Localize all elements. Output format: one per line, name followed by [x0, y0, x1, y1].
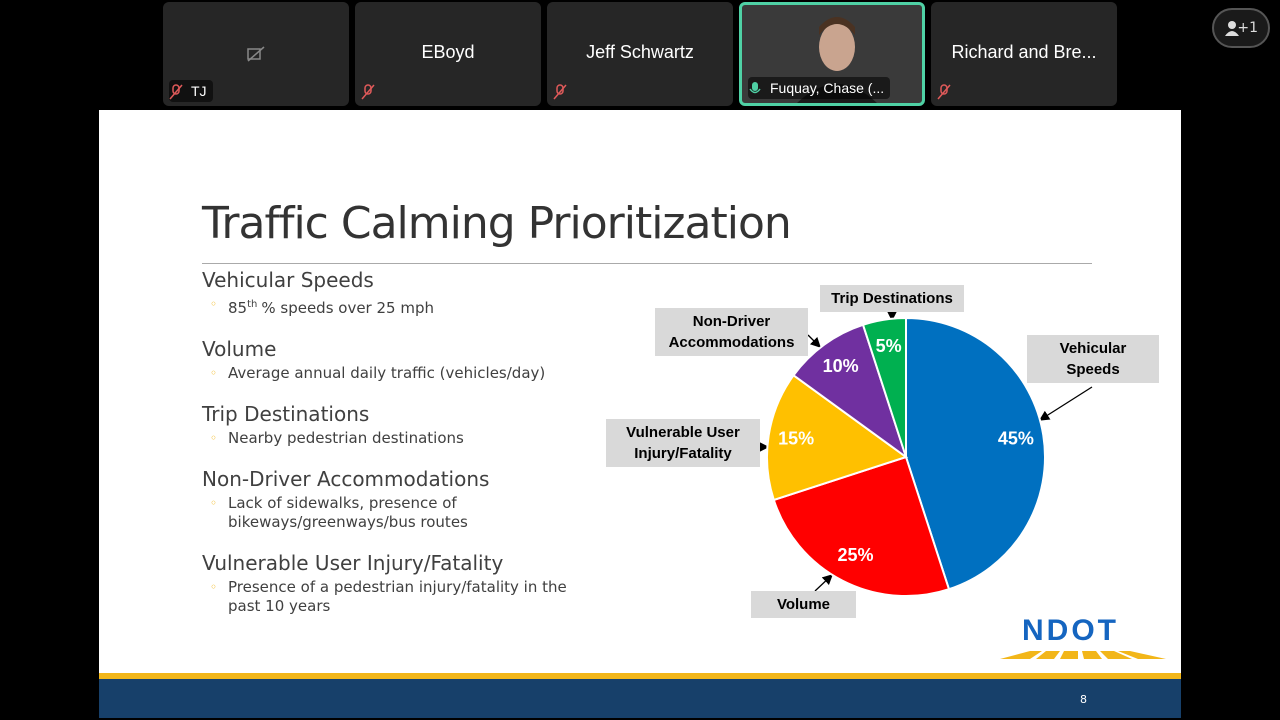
- badge-text: +1: [1237, 20, 1258, 36]
- pie: 45% 25% 15% 10% 5%: [766, 316, 1046, 597]
- participant-name: Richard and Bre...: [951, 42, 1097, 62]
- bullet-marker: ◦: [210, 496, 218, 510]
- pie-slice: [792, 323, 908, 460]
- category-label: Trip Destinations: [820, 285, 964, 312]
- pie-slice: [861, 316, 907, 458]
- participant-name: Fuquay, Chase (...: [748, 77, 891, 99]
- detail-text: past 10 years: [228, 597, 331, 615]
- detail-prefix: 85: [228, 299, 248, 317]
- value-label: 5%: [876, 336, 902, 356]
- logo: NDOT: [1022, 614, 1119, 647]
- bullet: Trip Destinations ◦ Nearby pedestrian dest…: [202, 400, 602, 448]
- participant-tile[interactable]: TJ: [163, 2, 349, 106]
- page-number: 8: [1080, 693, 1087, 706]
- category-label: Vehicular Speeds: [1027, 335, 1159, 383]
- camera-off-icon: [247, 46, 265, 62]
- title-rule: [202, 263, 1092, 264]
- bullet: Vehicular Speeds ◦ 85th% speeds over 25 mp…: [202, 266, 602, 318]
- detail-text: bikeways/greenways/bus routes: [228, 513, 468, 531]
- footer-bar: [99, 679, 1181, 718]
- bullet-detail: ◦ Lack of sidewalks, presence of: [202, 494, 602, 513]
- detail-text: Nearby pedestrian destinations: [228, 429, 464, 447]
- pie-slice: [766, 373, 909, 502]
- participant-name: TJ: [169, 80, 213, 102]
- bullet-heading: Vehicular Speeds: [202, 268, 374, 292]
- slide-title: Traffic Calming Prioritization: [202, 198, 792, 249]
- bullet-list: Vehicular Speeds ◦ 85th% speeds over 25 mp…: [202, 266, 602, 633]
- person-icon: [1225, 21, 1239, 36]
- category-label: Vulnerable User Injury/Fatality: [606, 419, 760, 467]
- participant-tile-active[interactable]: Fuquay, Chase (...: [739, 2, 925, 106]
- bullet-heading: Volume: [202, 337, 277, 361]
- bullet-detail: ◦ Average annual daily traffic (vehicles/…: [202, 364, 602, 383]
- muted-icon: [169, 84, 183, 100]
- pie-slice: [905, 316, 1046, 591]
- bullet-heading: Vulnerable User Injury/Fatality: [202, 551, 504, 575]
- participant-name: Jeff Schwartz: [586, 42, 694, 62]
- value-label: 15%: [778, 428, 814, 448]
- bullet-marker: ◦: [210, 431, 218, 445]
- participant-tile[interactable]: Jeff Schwartz: [547, 2, 733, 106]
- category-label: Non-Driver Accommodations: [655, 308, 808, 356]
- bullet-detail: past 10 years: [202, 597, 602, 616]
- muted-icon: [937, 84, 951, 100]
- bullet: Vulnerable User Injury/Fatality ◦ Presence…: [202, 549, 602, 616]
- detail-superscript: th: [247, 299, 258, 310]
- detail-text: Presence of a pedestrian injury/fatality…: [228, 578, 567, 596]
- detail-text: Average annual daily traffic (vehicles/d…: [228, 364, 546, 382]
- bullet-marker: ◦: [210, 580, 218, 594]
- participant-tile[interactable]: Richard and Bre...: [931, 2, 1117, 106]
- bullet: Volume ◦ Average annual daily traffic (veh…: [202, 335, 602, 383]
- detail-text: Lack of sidewalks, presence of: [228, 494, 457, 512]
- value-label: 45%: [998, 428, 1034, 448]
- mic-icon: [749, 82, 761, 94]
- bullet-heading: Non-Driver Accommodations: [202, 467, 490, 491]
- participant-name: EBoyd: [421, 42, 475, 62]
- muted-icon: [361, 84, 375, 100]
- detail-text: % speeds over 25 mph: [261, 299, 434, 317]
- bullet-detail: ◦ Presence of a pedestrian injury/fatalit…: [202, 578, 602, 597]
- bullet-detail: bikeways/greenways/bus routes: [202, 513, 602, 532]
- participant-tile[interactable]: EBoyd: [355, 2, 541, 106]
- bullet-marker: ◦: [210, 297, 218, 311]
- bullet-detail: ◦ 85th% speeds over 25 mph: [202, 295, 602, 318]
- bullet-marker: ◦: [210, 366, 218, 380]
- footer-stripe: [99, 673, 1181, 679]
- value-label: 10%: [823, 356, 859, 376]
- value-label: 25%: [838, 545, 874, 565]
- category-label: Volume: [751, 591, 856, 618]
- participants-badge[interactable]: +1: [1212, 8, 1270, 48]
- bullet: Non-Driver Accommodations ◦ Lack of sidewa…: [202, 465, 602, 532]
- muted-icon: [553, 84, 567, 100]
- bullet-detail: ◦ Nearby pedestrian destinations: [202, 429, 602, 448]
- logo-stripes: [1000, 651, 1166, 659]
- pie-slice: [772, 455, 951, 597]
- bullet-heading: Trip Destinations: [202, 402, 370, 426]
